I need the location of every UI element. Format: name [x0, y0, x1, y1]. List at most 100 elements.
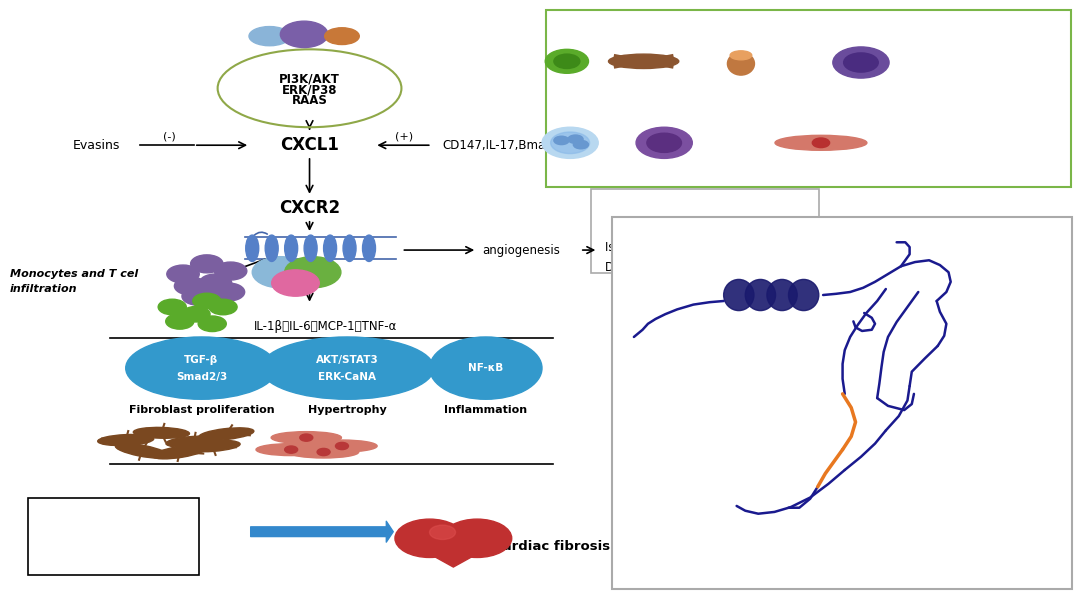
Circle shape [285, 256, 340, 288]
Ellipse shape [775, 135, 867, 150]
Text: Hypertrophy: Hypertrophy [308, 405, 387, 415]
Circle shape [198, 316, 227, 332]
Text: TGF-β: TGF-β [184, 355, 219, 365]
Text: Cardiac fibrosis and remodeling: Cardiac fibrosis and remodeling [493, 540, 733, 553]
Text: ERK/P38: ERK/P38 [282, 84, 337, 96]
Ellipse shape [153, 445, 207, 459]
Circle shape [542, 127, 598, 158]
Text: Fibroblast: Fibroblast [618, 19, 678, 29]
Text: ELR motif: ELR motif [877, 515, 930, 525]
Ellipse shape [256, 444, 326, 456]
Circle shape [545, 49, 589, 73]
Circle shape [167, 265, 199, 283]
Ellipse shape [324, 235, 336, 261]
Circle shape [191, 255, 223, 273]
Text: irradiation: irradiation [39, 556, 105, 566]
Ellipse shape [288, 446, 359, 458]
Circle shape [442, 519, 512, 557]
Text: monocyte: monocyte [796, 19, 854, 29]
Text: RAAS: RAAS [292, 94, 327, 107]
Text: (+): (+) [395, 131, 413, 141]
Circle shape [199, 274, 232, 292]
Circle shape [573, 140, 589, 149]
Circle shape [554, 54, 580, 69]
Ellipse shape [115, 444, 169, 458]
Circle shape [212, 283, 245, 301]
Ellipse shape [126, 337, 278, 399]
Ellipse shape [246, 235, 259, 261]
Ellipse shape [307, 440, 377, 452]
Text: AKT/STAT3: AKT/STAT3 [317, 355, 378, 365]
Text: (-): (-) [163, 131, 176, 141]
Text: Atrial fibrillation: Atrial fibrillation [39, 532, 143, 542]
Text: IL-1β、IL-6、MCP-1、TNF-α: IL-1β、IL-6、MCP-1、TNF-α [254, 320, 398, 333]
Ellipse shape [766, 279, 797, 311]
Ellipse shape [429, 337, 542, 399]
Ellipse shape [731, 51, 752, 60]
Circle shape [285, 446, 298, 453]
Text: ERK-CaNA: ERK-CaNA [319, 371, 376, 382]
Circle shape [647, 133, 682, 152]
Ellipse shape [184, 441, 241, 452]
Circle shape [166, 314, 194, 329]
Circle shape [551, 132, 590, 154]
Text: infiltration: infiltration [10, 284, 78, 294]
Ellipse shape [343, 235, 356, 261]
Circle shape [429, 525, 455, 539]
Text: epithelial cell: epithelial cell [692, 19, 771, 29]
Polygon shape [397, 536, 509, 567]
Circle shape [215, 262, 247, 280]
Circle shape [554, 136, 569, 144]
Circle shape [158, 299, 186, 315]
Text: The structure  of CXCL1: The structure of CXCL1 [627, 225, 784, 237]
Text: CD147,IL-17,Bmal1,: CD147,IL-17,Bmal1, [442, 138, 560, 152]
Text: C: C [625, 335, 633, 345]
Text: T cell: T cell [557, 19, 589, 29]
Ellipse shape [249, 26, 291, 46]
Circle shape [335, 442, 348, 450]
Text: Inflammation: Inflammation [444, 405, 527, 415]
Circle shape [812, 138, 829, 147]
Ellipse shape [746, 279, 775, 311]
Text: Disease（IHD）: Disease（IHD） [605, 261, 686, 275]
FancyBboxPatch shape [28, 497, 199, 576]
Circle shape [253, 256, 309, 288]
Ellipse shape [325, 28, 359, 45]
Circle shape [272, 270, 320, 296]
Text: C-helix: C-helix [724, 264, 762, 274]
Circle shape [318, 448, 331, 456]
Circle shape [209, 299, 237, 315]
Text: Smad2/3: Smad2/3 [176, 371, 227, 382]
Ellipse shape [99, 433, 153, 447]
Ellipse shape [198, 428, 254, 440]
Text: macrophage: macrophage [624, 102, 697, 112]
Circle shape [568, 135, 583, 143]
Text: Neutrophil: Neutrophil [553, 102, 616, 112]
Ellipse shape [285, 235, 298, 261]
FancyBboxPatch shape [612, 217, 1072, 589]
Ellipse shape [133, 427, 190, 439]
Text: N: N [733, 545, 741, 554]
Text: cardiomyocyte: cardiomyocyte [724, 102, 811, 112]
Ellipse shape [305, 235, 318, 261]
Text: Ischemic heart: Ischemic heart [605, 241, 692, 254]
Text: Fibroblast proliferation: Fibroblast proliferation [129, 405, 274, 415]
Circle shape [300, 434, 313, 441]
Text: CXCR2: CXCR2 [279, 199, 340, 217]
Circle shape [843, 53, 878, 72]
Ellipse shape [266, 235, 279, 261]
Ellipse shape [271, 432, 341, 444]
FancyBboxPatch shape [546, 10, 1071, 187]
Text: PI3K/AKT: PI3K/AKT [279, 73, 340, 86]
Circle shape [281, 21, 328, 48]
Text: CXCL1: CXCL1 [280, 136, 339, 154]
Ellipse shape [261, 337, 434, 399]
Text: MMP12: MMP12 [603, 138, 650, 152]
Circle shape [175, 277, 207, 295]
Text: angiogenesis: angiogenesis [482, 244, 560, 256]
Text: Hypertension: Hypertension [39, 508, 124, 518]
Text: NF-κB: NF-κB [468, 363, 503, 373]
Circle shape [395, 519, 464, 557]
Circle shape [833, 47, 889, 78]
Ellipse shape [362, 235, 375, 261]
